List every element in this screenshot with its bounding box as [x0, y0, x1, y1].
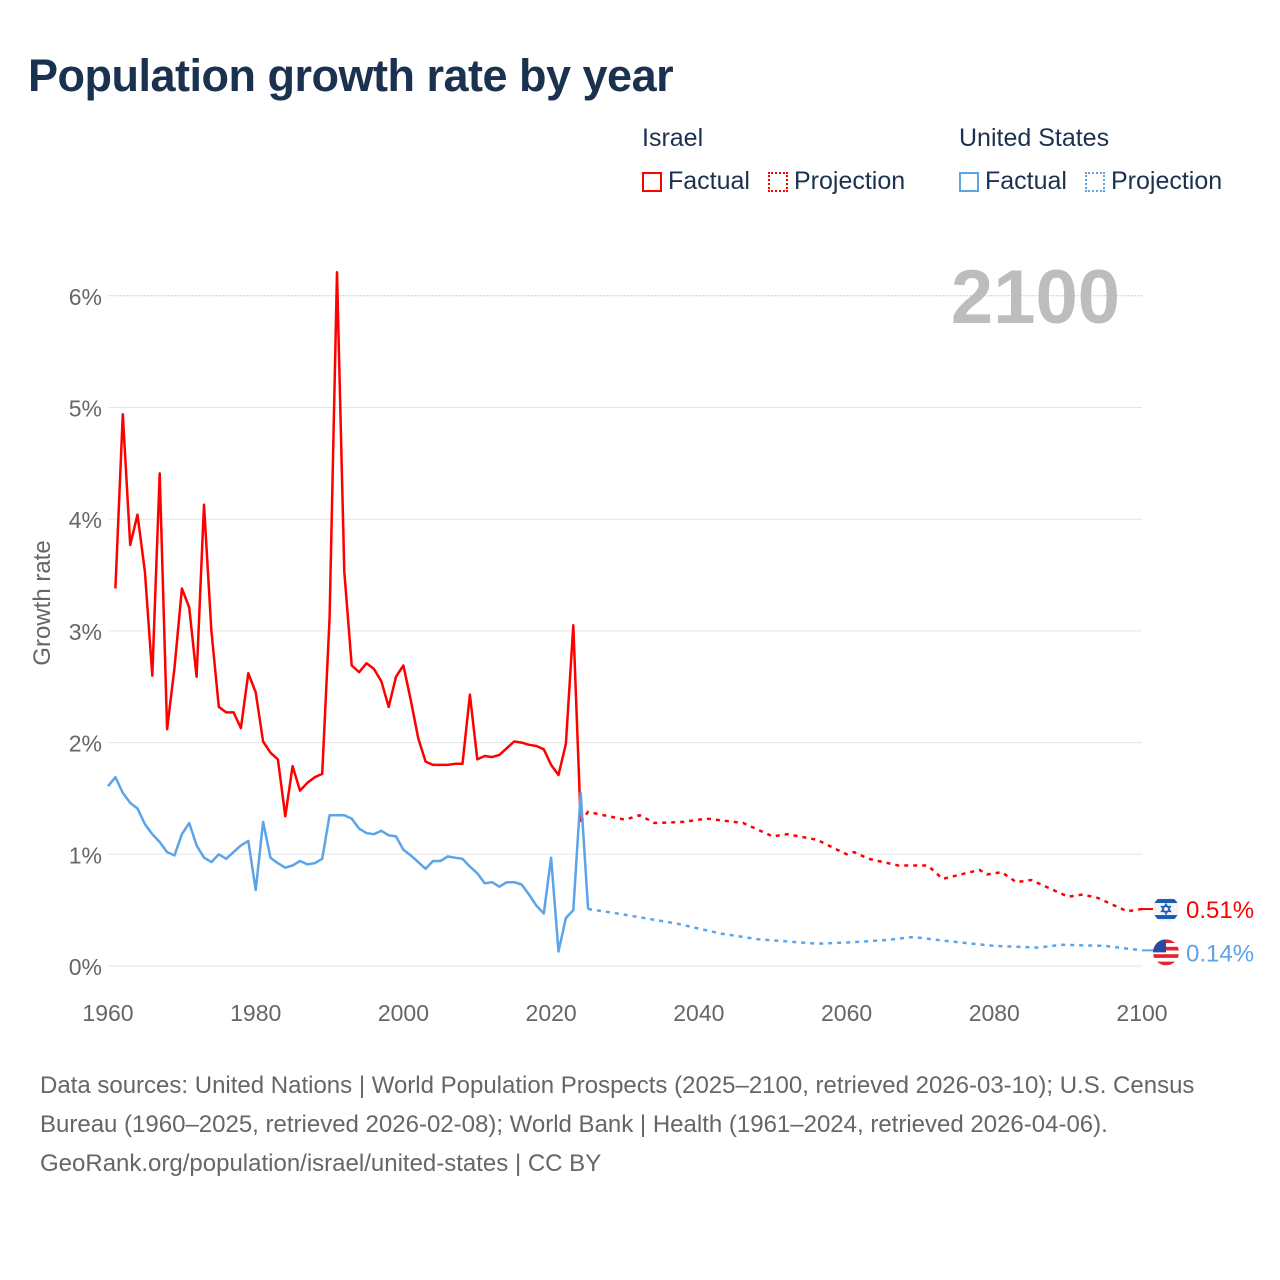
israel-flag-icon [1153, 896, 1179, 923]
us-projection-line [587, 907, 1143, 952]
legend-item-us-factual[interactable]: Factual [959, 167, 1067, 196]
flag-stripe [1153, 957, 1179, 962]
flag-stripe [1153, 899, 1179, 904]
flag-canton [1153, 939, 1166, 953]
israel-projection-line [579, 810, 1143, 913]
y-tick-label: 0% [69, 954, 102, 980]
legend-label: Projection [793, 167, 906, 195]
y-tick-label: 1% [69, 842, 102, 868]
flag-stripe [1153, 961, 1179, 966]
flag-stripe [1153, 954, 1179, 958]
data-sources: Data sources: United Nations | World Pop… [40, 1072, 1195, 1138]
x-tick-label: 1960 [82, 1000, 133, 1026]
solid-swatch-icon [959, 171, 979, 192]
x-tick-label: 2100 [1116, 1000, 1167, 1026]
x-tick-label: 2000 [378, 1000, 429, 1026]
legend-item-israel-projection[interactable]: Projection [767, 167, 906, 196]
us-end-value-label: 0.14% [1186, 940, 1254, 967]
solid-swatch-icon [642, 171, 662, 192]
y-tick-label: 4% [69, 507, 102, 533]
israel-factual-line [114, 271, 582, 822]
y-tick-label: 6% [69, 284, 102, 310]
x-tick-label: 2060 [821, 1000, 872, 1026]
legend-item-israel-factual[interactable]: Factual [642, 167, 750, 196]
x-tick-label: 2020 [526, 1000, 577, 1026]
line-chart: 0% 1% 2% 3% 4% 5% 6% 1960 1980 2000 2020 2040 2060 20… [29, 255, 1254, 1026]
x-tick-label: 1980 [230, 1000, 281, 1026]
footer: Data sources: United Nations | World Pop… [40, 1066, 1230, 1183]
flag-stripe [1153, 950, 1179, 955]
flag-body [1153, 896, 1179, 923]
flag-stripe [1153, 915, 1179, 920]
legend-label: Factual [985, 167, 1067, 195]
flag-body [1153, 939, 1179, 966]
legend-country-label: Israel [642, 124, 704, 152]
x-tick-label: 2040 [673, 1000, 724, 1026]
israel-end-value-label: 0.51% [1186, 897, 1254, 924]
dotted-swatch-icon [1084, 171, 1105, 192]
y-tick-label: 3% [69, 619, 102, 645]
y-tick-label: 5% [69, 396, 102, 422]
star-of-david-icon [1160, 902, 1172, 916]
legend-group-israel: Israel Factual Projection [642, 124, 905, 196]
attribution-link[interactable]: GeoRank.org/population/israel/united-sta… [40, 1150, 602, 1177]
chart-title: Population growth rate by year [28, 50, 674, 101]
y-tick-label: 2% [69, 731, 102, 757]
current-year-label: 2100 [951, 255, 1120, 340]
legend-group-united-states: United States Factual Projection [959, 124, 1222, 196]
legend-item-us-projection[interactable]: Projection [1084, 167, 1223, 196]
dotted-swatch-icon [767, 171, 788, 192]
legend-label: Factual [668, 167, 750, 195]
us-factual-line [107, 775, 590, 953]
legend-country-label: United States [959, 124, 1110, 152]
y-axis-label: Growth rate [29, 540, 56, 665]
x-tick-label: 2080 [969, 1000, 1020, 1026]
us-flag-icon [1153, 939, 1179, 966]
legend-label: Projection [1110, 167, 1223, 195]
